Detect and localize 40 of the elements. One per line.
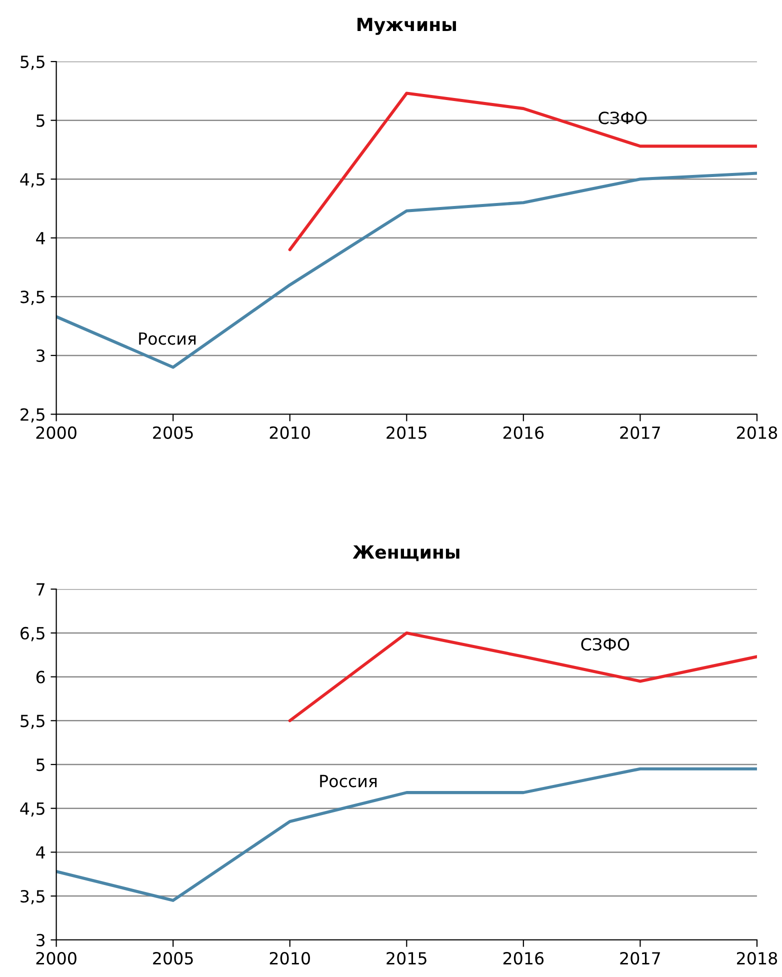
y-tick-label: 6: [36, 670, 45, 684]
x-tick-label: 2017: [620, 952, 660, 965]
x-tick-label: 2016: [503, 952, 544, 965]
y-tick-label: 3: [36, 349, 45, 362]
y-tick-label: 3: [36, 934, 45, 946]
y-tick-label: 2,5: [20, 408, 44, 423]
x-tick-label: 2000: [36, 426, 76, 439]
line-series: [288, 631, 757, 722]
y-tick-label: 6,5: [20, 626, 44, 642]
chart-title: Мужчины: [358, 18, 456, 35]
x-tick-label: 2010: [270, 426, 310, 439]
series-label: Россия: [320, 774, 377, 788]
x-tick-label: 2000: [36, 952, 76, 965]
y-tick-label: 5,5: [20, 56, 44, 70]
y-tick-label: 4,5: [20, 173, 44, 188]
x-tick-label: 2018: [736, 952, 778, 965]
line-series: [56, 172, 757, 369]
x-tick-label: 2005: [153, 952, 193, 965]
y-tick-label: 4,5: [20, 802, 44, 817]
x-tick-label: 2010: [270, 952, 310, 965]
line-series: [288, 92, 757, 252]
y-tick-label: 5: [36, 758, 44, 772]
series-label: СЗФО: [581, 638, 630, 651]
x-tick-label: 2016: [503, 426, 544, 439]
x-tick-label: 2015: [386, 952, 426, 965]
y-tick-label: 5: [36, 114, 44, 127]
y-tick-label: 5,5: [20, 714, 44, 729]
x-tick-label: 2015: [386, 426, 426, 439]
y-tick-label: 4: [36, 846, 45, 859]
series-label: Россия: [139, 332, 196, 345]
y-tick-label: 3,5: [20, 890, 44, 904]
x-tick-label: 2017: [620, 426, 660, 439]
y-tick-label: 4: [36, 232, 45, 244]
line-series: [56, 767, 757, 902]
y-tick-label: 3,5: [20, 290, 44, 305]
x-tick-label: 2005: [153, 426, 193, 439]
x-tick-label: 2018: [736, 426, 778, 439]
series-label: СЗФО: [598, 112, 647, 124]
y-tick-label: 7: [36, 583, 44, 596]
chart-title: Женщины: [352, 545, 460, 562]
